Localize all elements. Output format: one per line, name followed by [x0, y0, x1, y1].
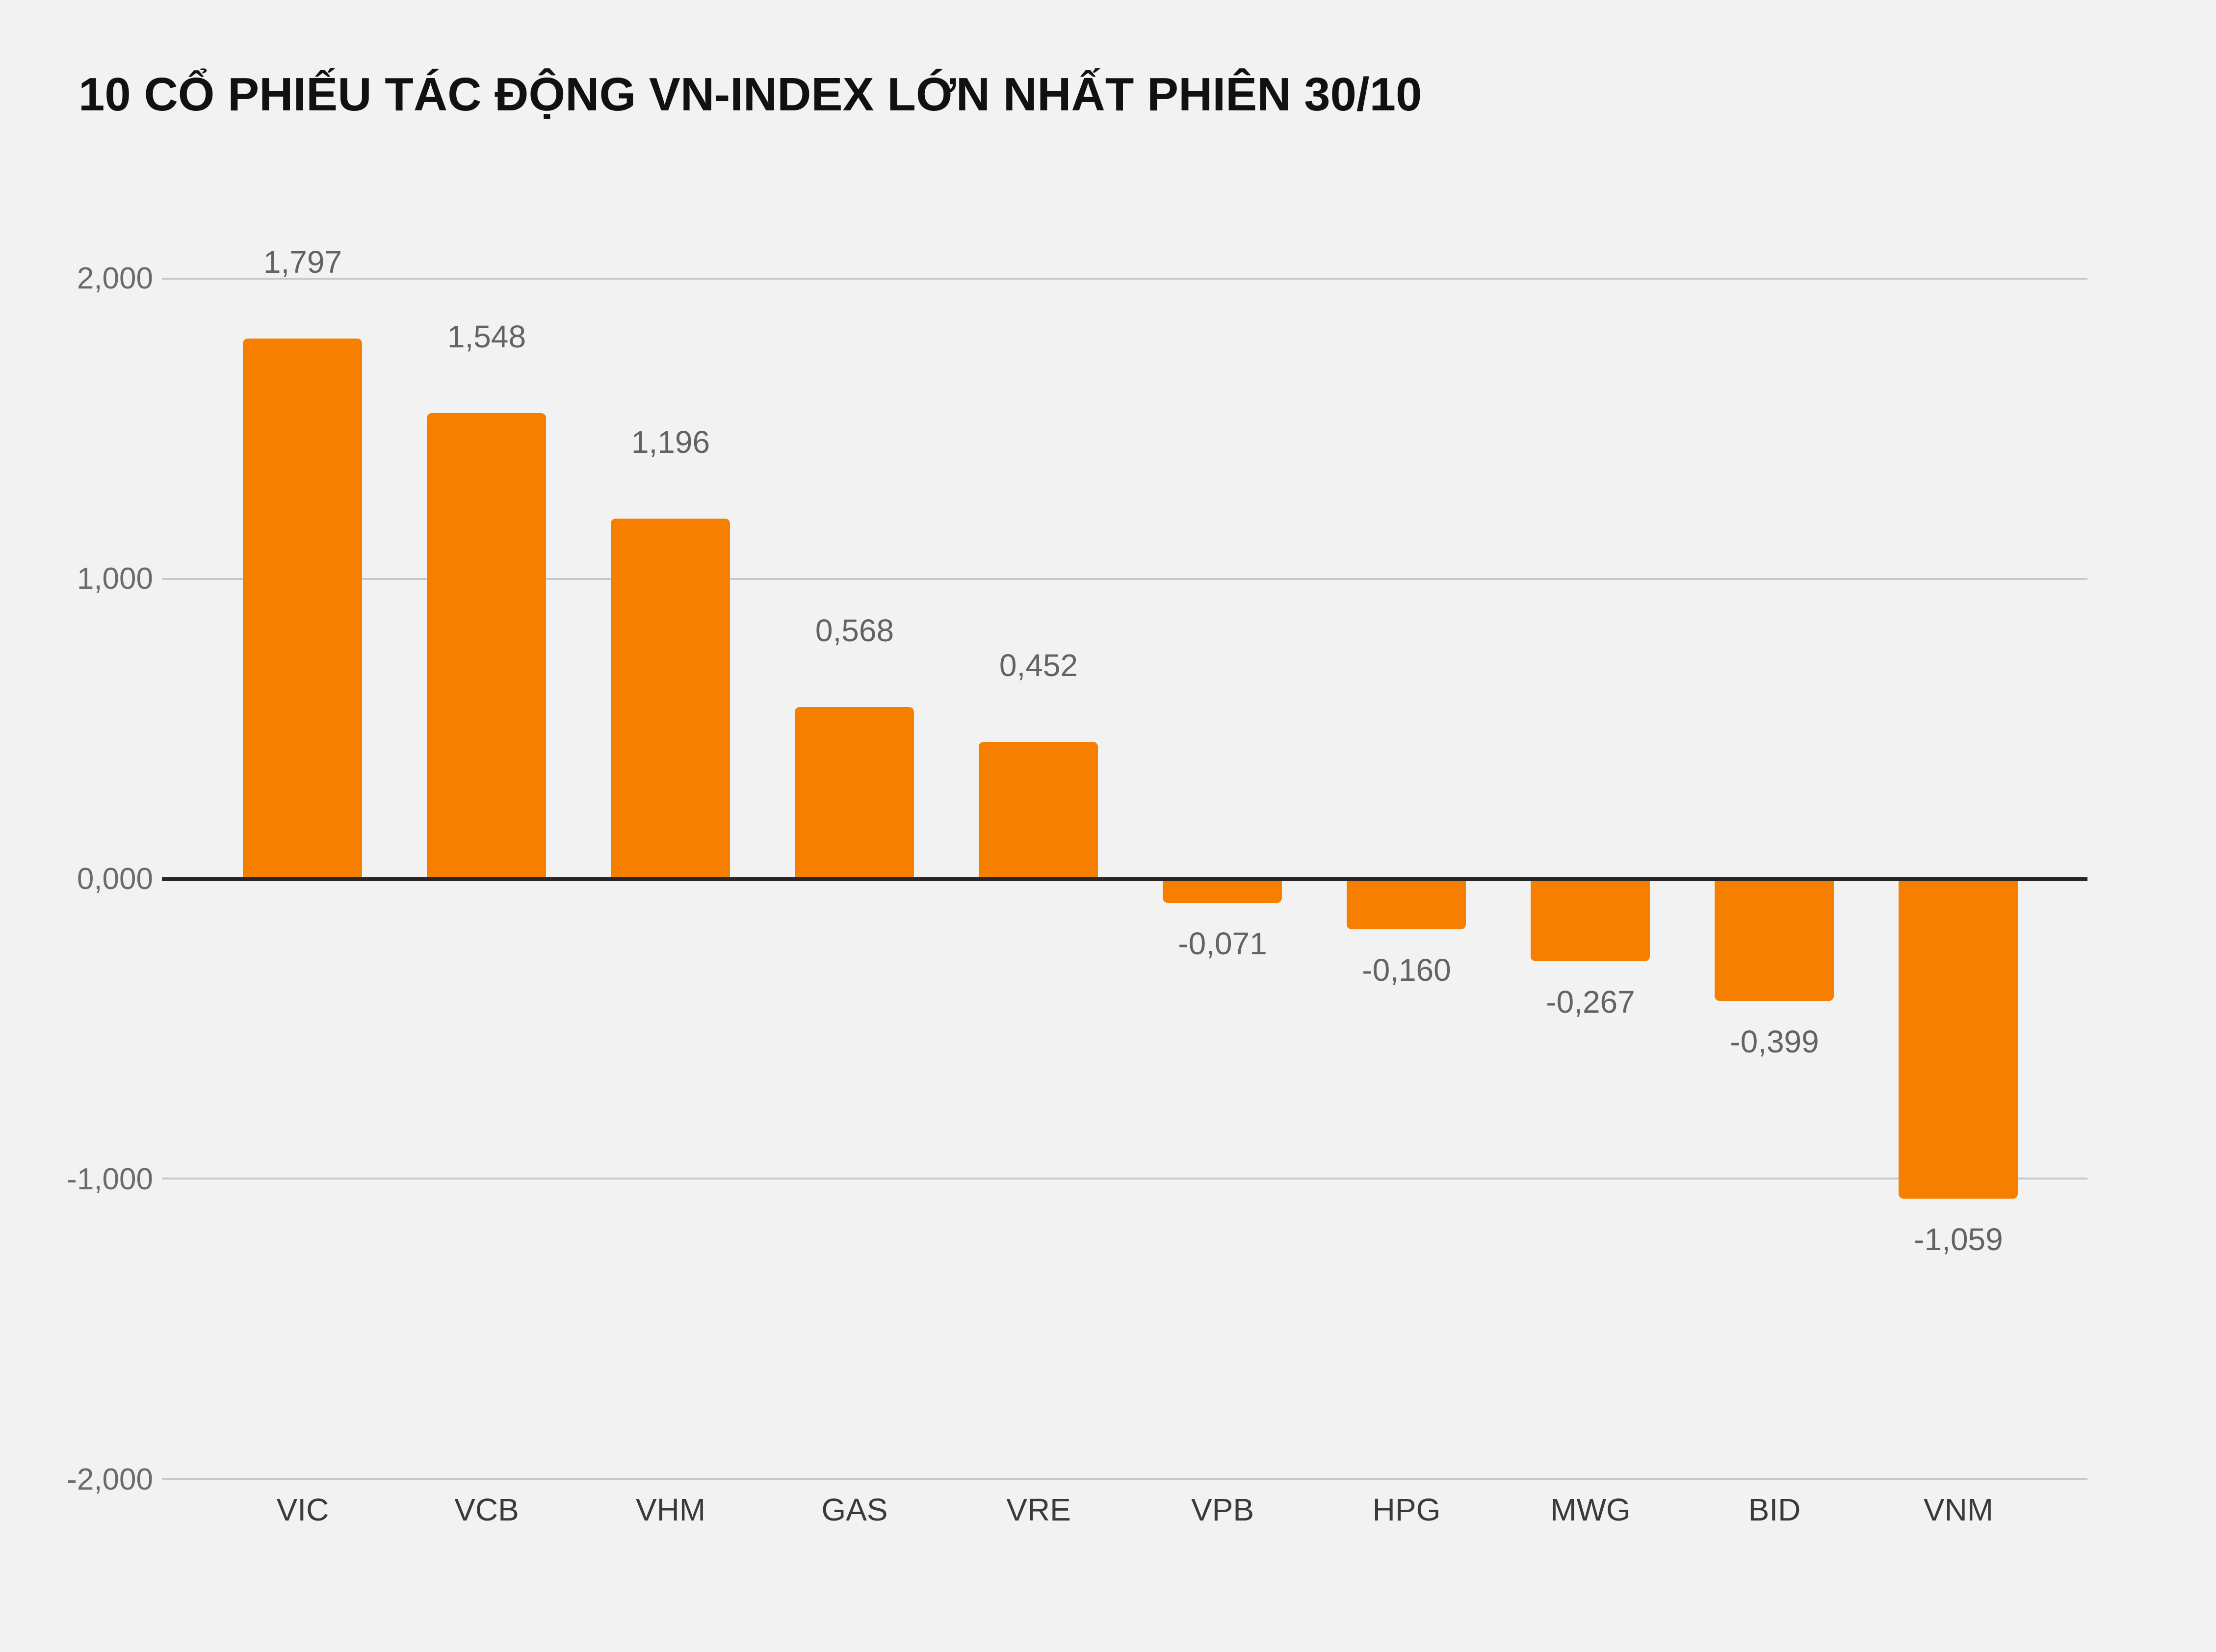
value-label-vic: 1,797	[263, 244, 342, 280]
bar-vhm[interactable]	[611, 519, 730, 877]
x-label-vre: VRE	[1006, 1492, 1071, 1527]
x-label-vic: VIC	[276, 1492, 329, 1527]
x-label-bid: BID	[1748, 1492, 1801, 1527]
y-tick-label: -1,000	[67, 1162, 153, 1196]
gridline-1000	[162, 578, 2087, 580]
y-tick-label: 2,000	[77, 262, 153, 295]
value-label-vnm: -1,059	[1914, 1222, 2003, 1257]
x-label-vpb: VPB	[1191, 1492, 1254, 1527]
x-label-vhm: VHM	[635, 1492, 706, 1527]
page-title: 10 CỔ PHIẾU TÁC ĐỘNG VN-INDEX LỚN NHẤT P…	[78, 68, 1422, 121]
value-label-vre: 0,452	[999, 648, 1078, 683]
gridline-zero	[162, 877, 2087, 881]
gridline-neg1000	[162, 1178, 2087, 1180]
value-label-vcb: 1,548	[447, 319, 526, 354]
x-label-vcb: VCB	[454, 1492, 519, 1527]
value-label-vhm: 1,196	[631, 424, 710, 460]
value-label-hpg: -0,160	[1362, 952, 1451, 988]
y-tick-label: 0,000	[77, 862, 153, 896]
bar-hpg[interactable]	[1347, 881, 1466, 929]
bar-vpb[interactable]	[1163, 881, 1282, 903]
bar-vic[interactable]	[243, 339, 362, 877]
bar-vcb[interactable]	[427, 413, 546, 877]
bar-gas[interactable]	[795, 707, 914, 877]
bar-vnm[interactable]	[1899, 881, 2018, 1199]
gridline-neg2000	[162, 1478, 2087, 1480]
value-label-mwg: -0,267	[1546, 984, 1635, 1020]
value-label-bid: -0,399	[1730, 1024, 1819, 1059]
y-tick-label: 1,000	[77, 562, 153, 596]
x-label-gas: GAS	[821, 1492, 888, 1527]
y-tick-label: -2,000	[67, 1463, 153, 1496]
bar-vre[interactable]	[979, 742, 1098, 877]
x-label-vnm: VNM	[1923, 1492, 1994, 1527]
bar-mwg[interactable]	[1531, 881, 1650, 961]
value-label-gas: 0,568	[815, 613, 894, 648]
x-label-hpg: HPG	[1372, 1492, 1441, 1527]
x-label-mwg: MWG	[1550, 1492, 1631, 1527]
value-label-vpb: -0,071	[1178, 926, 1267, 961]
gridline-2000	[162, 278, 2087, 280]
bar-bid[interactable]	[1715, 881, 1834, 1001]
